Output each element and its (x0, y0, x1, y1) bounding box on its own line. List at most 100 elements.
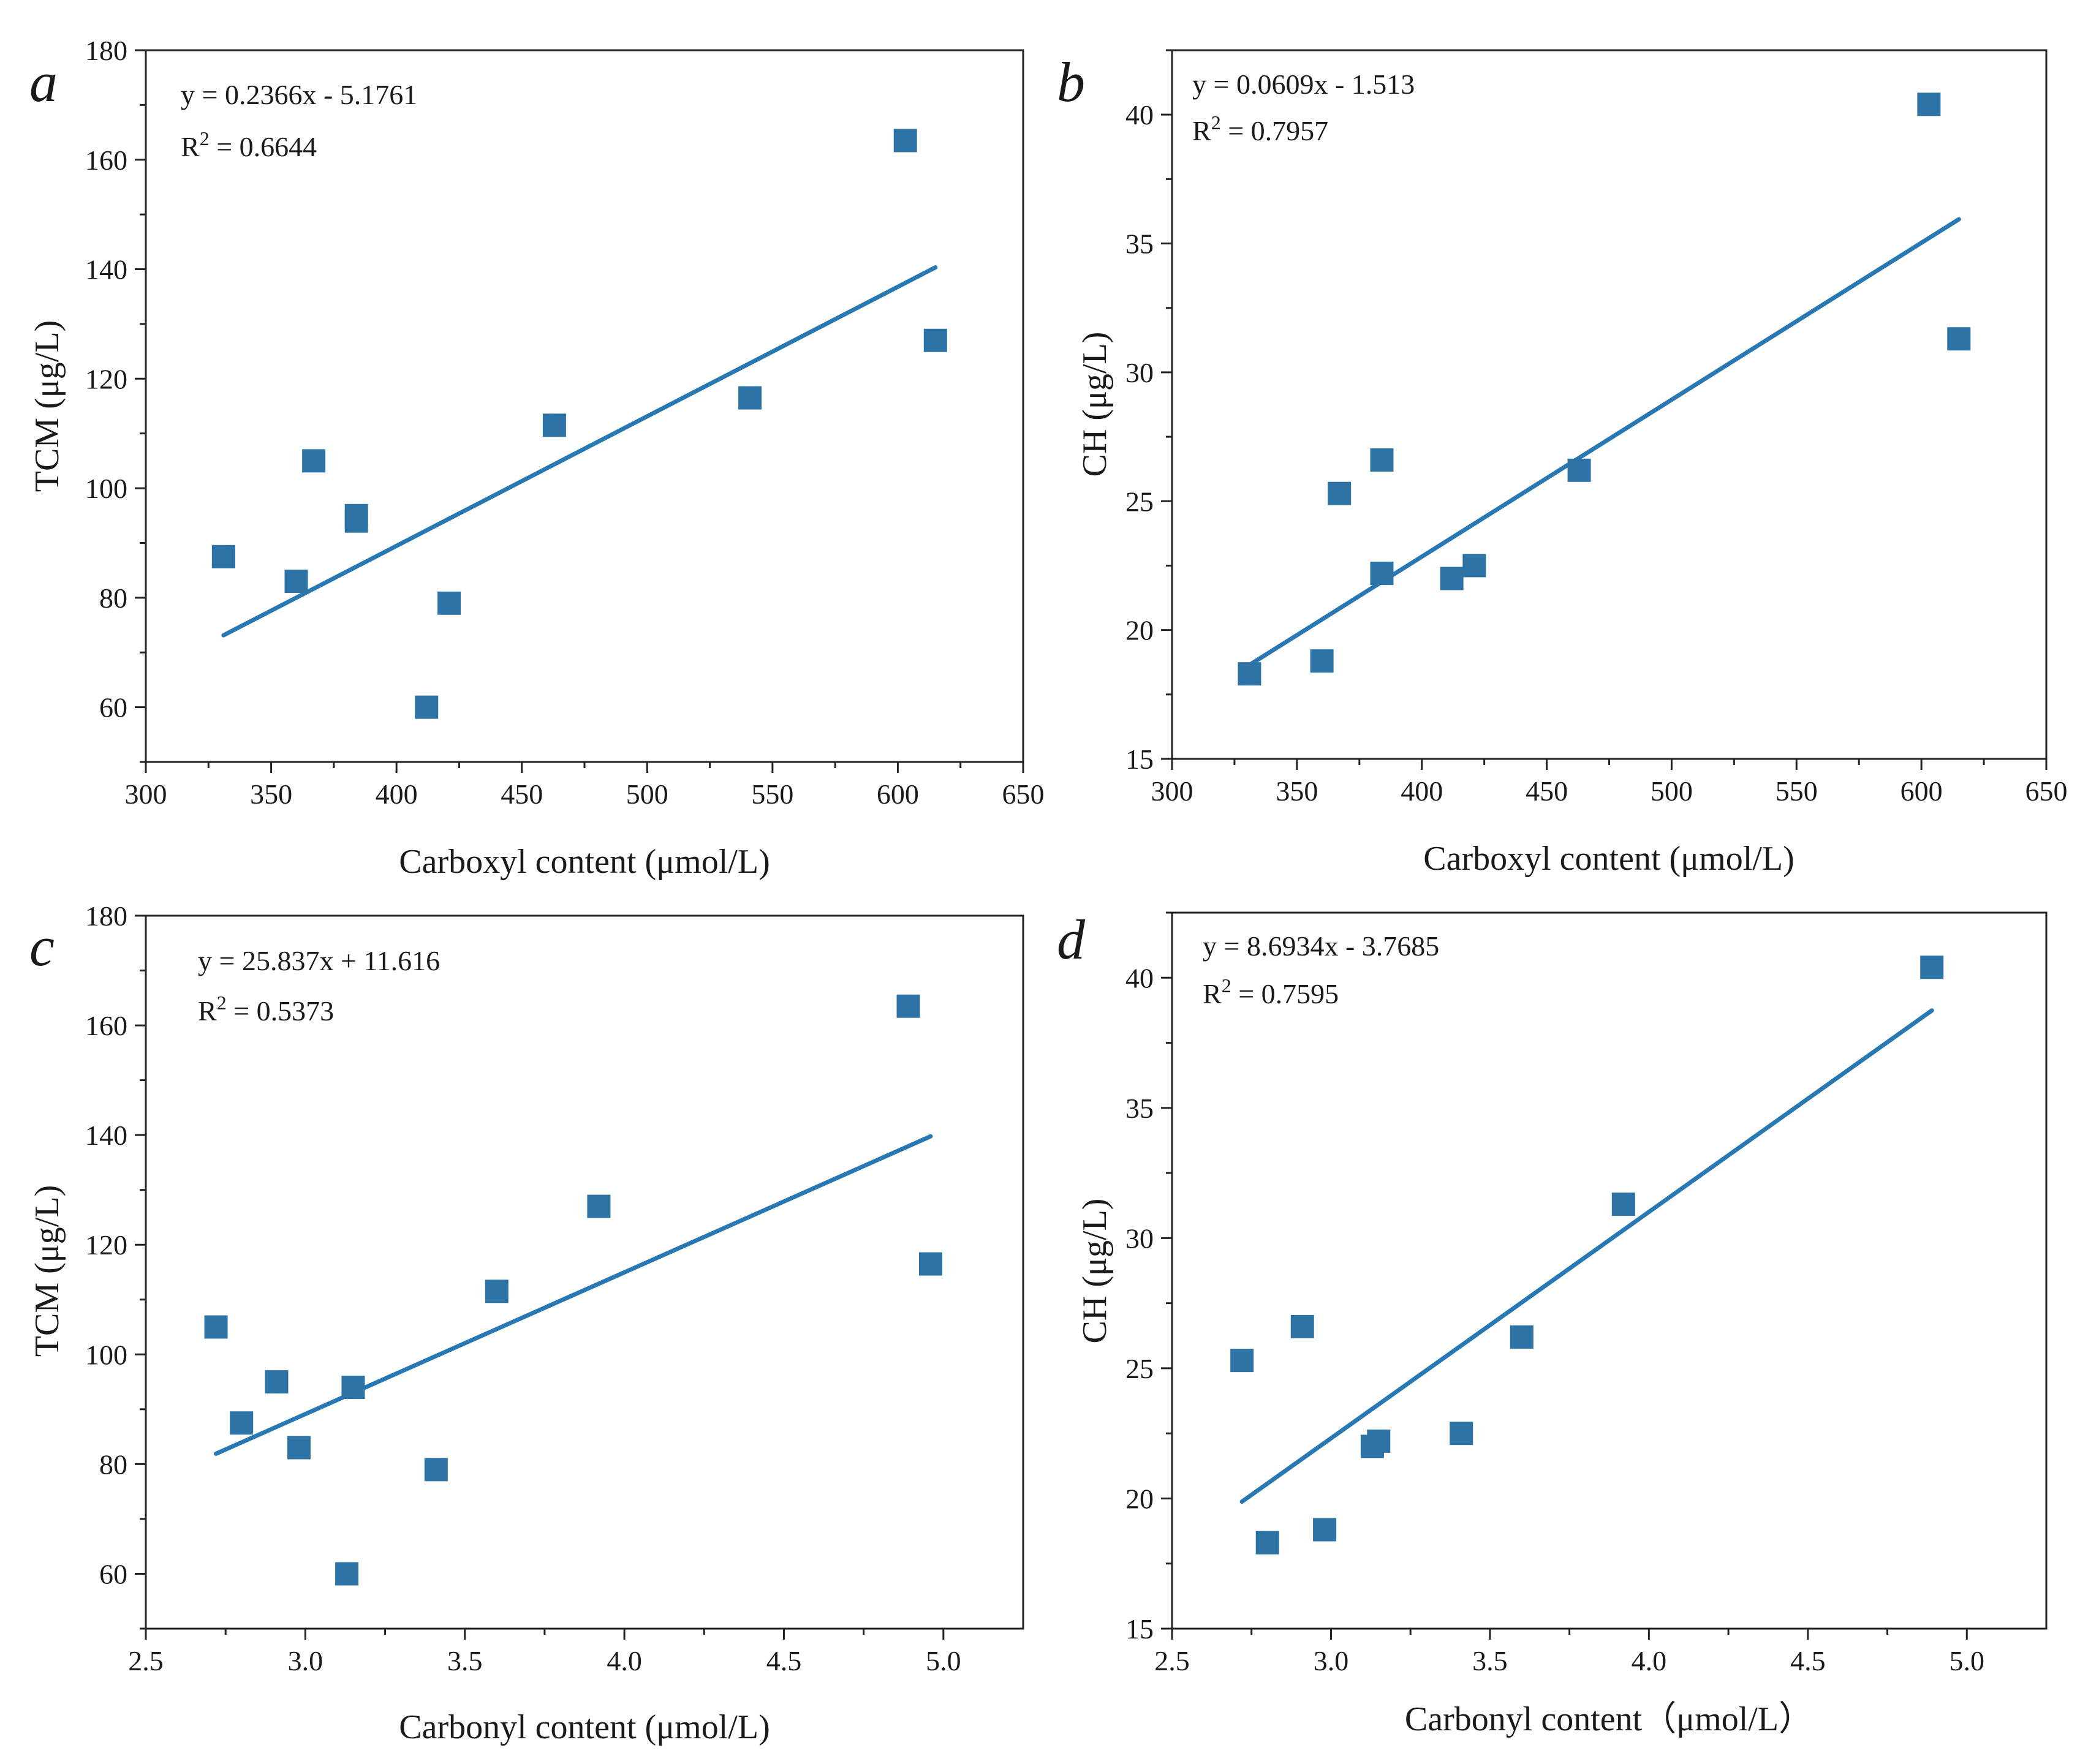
panel-d-x-tick-label: 5.0 (1950, 1645, 1985, 1676)
panel-c-y-tick-label: 80 (99, 1449, 127, 1480)
panel-c-data-point (896, 994, 920, 1018)
panel-a-y-tick-label: 180 (85, 35, 127, 66)
panel-b-data-point (1440, 567, 1464, 590)
panel-a-data-point (211, 545, 235, 568)
panel-c-y-tick-label: 180 (85, 900, 127, 932)
panel-c-x-tick-label: 5.0 (926, 1645, 961, 1676)
panel-b-x-tick-label: 400 (1401, 775, 1443, 807)
panel-b-y-tick-label: 25 (1125, 486, 1154, 517)
panel-c-letter: c (29, 915, 55, 978)
panel-a-data-point (893, 129, 917, 153)
panel-b-data-point (1310, 649, 1334, 673)
panel-c-fit-group (214, 1134, 933, 1456)
panel-a-r2-label: R (181, 131, 200, 162)
panel-d-y-axis-title: CH (μg/L) (1076, 1199, 1114, 1344)
panel-c-y-tick-label: 140 (85, 1120, 127, 1151)
panel-c-points (204, 994, 942, 1586)
panel-d-data-point (1450, 1422, 1473, 1446)
panel-c-data-point (287, 1436, 311, 1460)
panel-a-ticks: 300 350 400 450 500 550 600 650 60 80 100 120 140 160… (85, 35, 1045, 810)
panel-a-y-tick-label: 100 (85, 473, 127, 504)
panel-c-x-tick-label: 4.0 (607, 1645, 642, 1676)
panel-d-letter: d (1057, 908, 1086, 971)
panel-b-r2-value: = 0.7957 (1221, 115, 1328, 146)
panel-b-data-point (1370, 448, 1394, 472)
panel-b-x-tick-label: 650 (2025, 775, 2068, 807)
panel-a-y-tick-label: 120 (85, 363, 127, 394)
panel-c-y-tick-label: 100 (85, 1339, 127, 1370)
panel-a-x-tick-label: 400 (376, 778, 418, 810)
panel-d-y-tick-label: 15 (1125, 1613, 1154, 1645)
panel-b-x-tick-label: 600 (1900, 775, 1943, 807)
panel-b-x-tick-label: 500 (1651, 775, 1693, 807)
panel-a-data-point (284, 570, 308, 594)
panel-d-data-point (1313, 1518, 1337, 1542)
panel-a-data-point (738, 386, 762, 410)
panel-d-y-tick-label: 35 (1125, 1093, 1154, 1124)
panel-d-r2-label: R (1203, 978, 1222, 1009)
panel-d-data-point (1611, 1193, 1635, 1216)
panel-a-x-tick-label: 300 (125, 778, 167, 810)
panel-c-data-point (424, 1458, 448, 1482)
panel-d-data-point (1230, 1349, 1254, 1373)
panel-d-equation: y = 8.6934x - 3.7685 (1203, 930, 1439, 962)
panel-d-r2-value: = 0.7595 (1231, 978, 1339, 1009)
panel-d-fit-group (1239, 1008, 1934, 1504)
panel-a-r-squared: R2 = 0.6644 (181, 127, 317, 162)
panel-c-y-tick-label: 160 (85, 1010, 127, 1041)
panel-d-x-tick-label: 4.0 (1632, 1645, 1667, 1676)
panel-a-x-tick-label: 450 (501, 778, 543, 810)
panel-d-x-axis-title: Carbonyl content（μmol/L） (1405, 1700, 1813, 1738)
panel-b-equation: y = 0.0609x - 1.513 (1192, 69, 1415, 100)
panel-a-fit-line (221, 265, 938, 638)
panel-b-x-tick-label: 300 (1151, 775, 1193, 807)
panel-d: d 2.5 3.0 3.5 4.0 4.5 5.0 15 20 25 30 35 40 y = 8.6… (1057, 908, 2048, 1738)
panel-d-ticks: 2.5 3.0 3.5 4.0 4.5 5.0 15 20 25 30 35 40 (1125, 911, 1985, 1676)
panel-b-data-point (1947, 327, 1971, 351)
panel-a-y-tick-label: 160 (85, 145, 127, 176)
panel-c-y-tick-label: 120 (85, 1229, 127, 1261)
panel-d-r-squared: R2 = 0.7595 (1203, 974, 1339, 1009)
panel-a-data-point (415, 695, 439, 719)
panel-b-x-tick-label: 350 (1276, 775, 1318, 807)
panel-b-fit-group (1247, 217, 1961, 668)
panel-b-y-axis-title: CH (μg/L) (1076, 332, 1114, 477)
panel-a-data-point (923, 328, 947, 352)
panel-c-data-point (587, 1194, 611, 1218)
panel-b-data-point (1462, 554, 1486, 578)
panel-b-x-axis-title: Carboxyl content (μmol/L) (1423, 840, 1794, 878)
panel-c-equation: y = 25.837x + 11.616 (198, 945, 440, 976)
panel-a-x-tick-label: 500 (626, 778, 668, 810)
panel-b-y-tick-label: 40 (1125, 99, 1154, 130)
panel-c-y-axis-title: TCM (μg/L) (28, 1185, 66, 1357)
panel-d-plot-area (1171, 911, 2048, 1630)
panel-a-points (211, 129, 947, 719)
panel-a-fit-group (221, 265, 938, 638)
panel-a-y-tick-label: 140 (85, 254, 127, 285)
panel-b-data-point (1328, 481, 1352, 505)
panel-c-ticks: 2.5 3.0 3.5 4.0 4.5 5.0 60 80 100 120 140 160 180 (85, 900, 961, 1676)
panel-c-x-axis-title: Carbonyl content (μmol/L) (399, 1708, 770, 1746)
panel-b-ticks: 300 350 400 450 500 550 600 650 15 20 25 30 35 40 (1125, 49, 2068, 807)
panel-d-y-tick-label: 25 (1125, 1353, 1154, 1384)
panel-d-x-tick-label: 2.5 (1154, 1645, 1190, 1676)
panel-a-y-tick-label: 60 (99, 692, 127, 723)
panel-b-data-point (1370, 562, 1394, 586)
panel-c-r2-label: R (198, 995, 217, 1027)
panel-c-data-point (335, 1562, 359, 1586)
panel-d-data-point (1255, 1531, 1279, 1555)
panel-d-data-point (1510, 1325, 1534, 1349)
panel-d-x-tick-label: 3.5 (1472, 1645, 1508, 1676)
panel-a: a 300 350 400 450 500 550 600 650 60 80 100 120 140 1… (28, 35, 1045, 881)
panel-c-data-point (918, 1252, 942, 1276)
panel-d-y-tick-label: 40 (1125, 962, 1154, 993)
panel-c-r2-value: = 0.5373 (227, 995, 334, 1027)
panel-a-y-tick-label: 80 (99, 582, 127, 614)
panel-a-y-axis-title: TCM (μg/L) (28, 320, 66, 492)
panel-d-fit-line (1239, 1008, 1934, 1504)
panel-d-x-tick-label: 4.5 (1790, 1645, 1826, 1676)
panel-a-r2-value: = 0.6644 (210, 131, 317, 162)
panel-c-data-point (230, 1411, 254, 1435)
